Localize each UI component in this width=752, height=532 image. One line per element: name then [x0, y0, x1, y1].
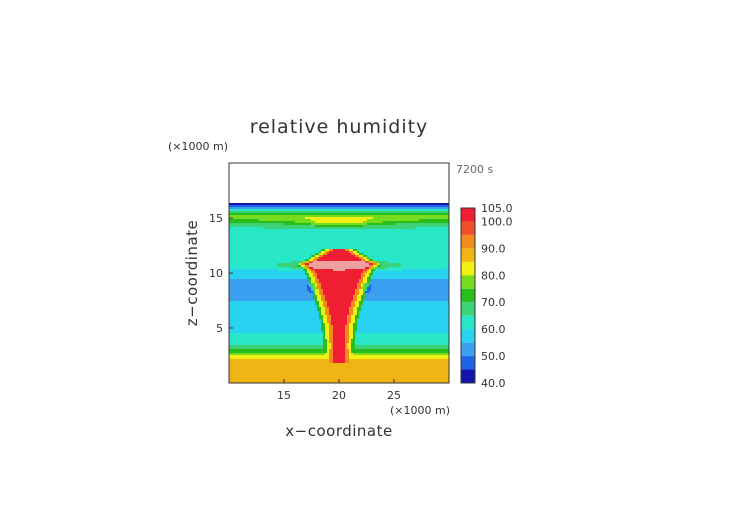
- y-unit-label: (×1000 m): [168, 140, 228, 153]
- time-label: 7200 s: [456, 163, 493, 176]
- humidity-field: [229, 203, 449, 383]
- chart-title: relative humidity: [250, 116, 429, 138]
